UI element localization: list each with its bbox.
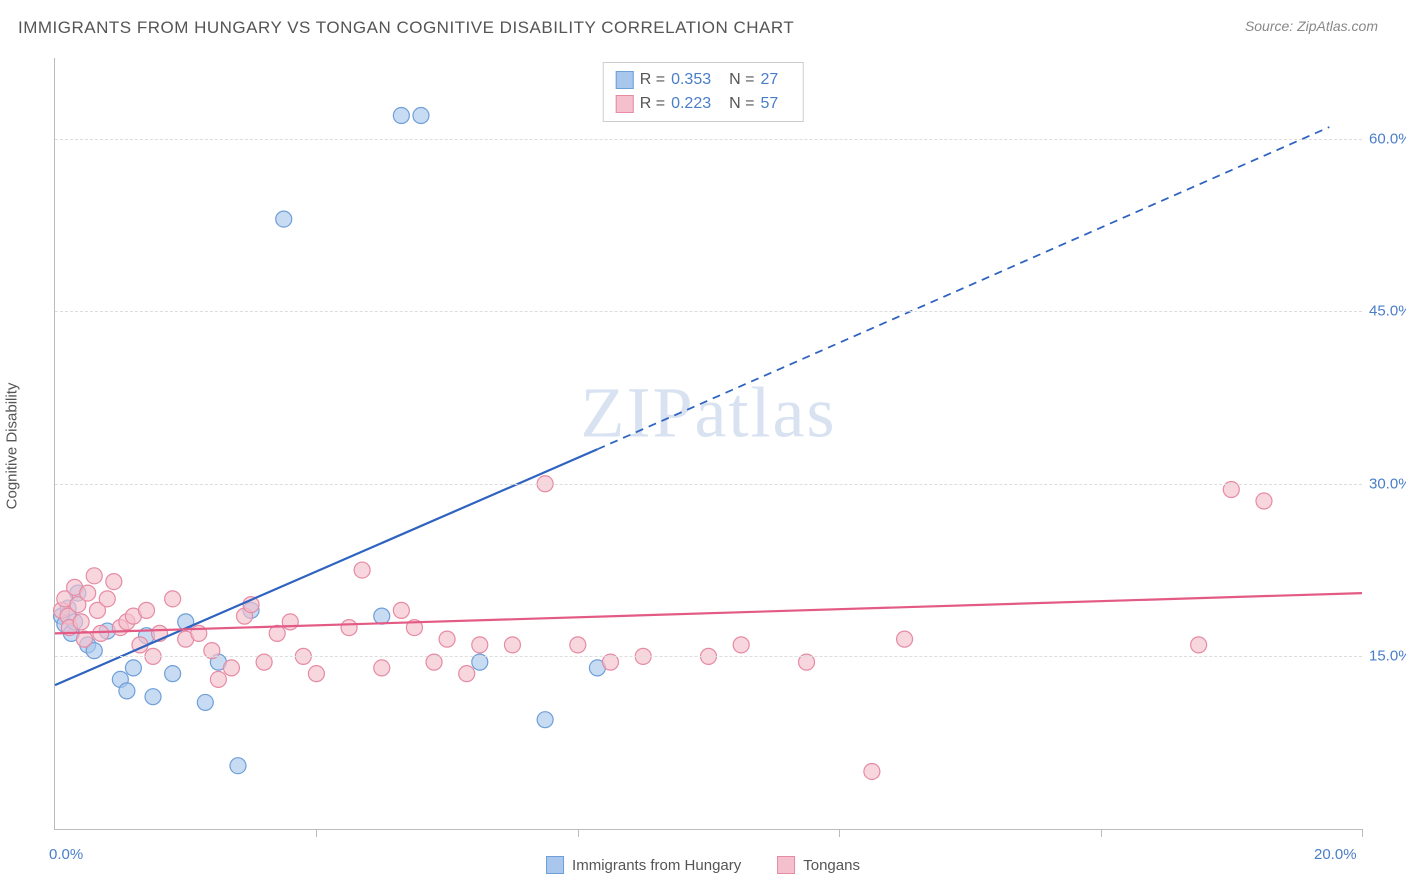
scatter-point	[413, 108, 429, 124]
legend-correlation: R = 0.353 N = 27 R = 0.223 N = 57	[603, 62, 804, 122]
scatter-point	[223, 660, 239, 676]
y-tick-label: 15.0%	[1369, 648, 1406, 665]
y-tick-label: 60.0%	[1369, 130, 1406, 147]
x-tick	[316, 829, 317, 837]
scatter-point	[210, 671, 226, 687]
grid-line	[55, 484, 1362, 485]
trend-line-extrapolated	[597, 127, 1329, 449]
scatter-point	[165, 666, 181, 682]
x-tick	[839, 829, 840, 837]
source-attribution: Source: ZipAtlas.com	[1245, 18, 1378, 34]
scatter-point	[80, 585, 96, 601]
scatter-point	[897, 631, 913, 647]
legend-row-hungary: R = 0.353 N = 27	[616, 68, 791, 92]
scatter-point	[106, 574, 122, 590]
scatter-point	[138, 602, 154, 618]
grid-line	[55, 311, 1362, 312]
scatter-point	[99, 591, 115, 607]
y-tick-label: 30.0%	[1369, 475, 1406, 492]
scatter-point	[733, 637, 749, 653]
n-value-tongan: 57	[760, 92, 778, 116]
x-tick	[1101, 829, 1102, 837]
scatter-point	[119, 683, 135, 699]
scatter-point	[354, 562, 370, 578]
legend-item-tongan: Tongans	[777, 856, 860, 874]
scatter-point	[570, 637, 586, 653]
scatter-point	[504, 637, 520, 653]
plot-area: ZIPatlas 15.0%30.0%45.0%60.0%0.0%20.0%	[54, 58, 1362, 830]
scatter-point	[374, 660, 390, 676]
r-label: R =	[640, 68, 665, 92]
scatter-point	[537, 712, 553, 728]
scatter-point	[459, 666, 475, 682]
x-tick-label: 0.0%	[49, 846, 83, 863]
scatter-point	[864, 763, 880, 779]
n-value-hungary: 27	[760, 68, 778, 92]
y-axis-label: Cognitive Disability	[4, 383, 21, 510]
legend-item-hungary: Immigrants from Hungary	[546, 856, 741, 874]
scatter-point	[1256, 493, 1272, 509]
n-label: N =	[729, 68, 754, 92]
scatter-point	[374, 608, 390, 624]
n-label: N =	[729, 92, 754, 116]
legend-row-tongan: R = 0.223 N = 57	[616, 92, 791, 116]
r-label: R =	[640, 92, 665, 116]
grid-line	[55, 139, 1362, 140]
swatch-hungary-bottom	[546, 856, 564, 874]
scatter-point	[145, 689, 161, 705]
grid-line	[55, 656, 1362, 657]
legend-label-hungary: Immigrants from Hungary	[572, 857, 741, 874]
scatter-point	[86, 568, 102, 584]
scatter-point	[230, 758, 246, 774]
scatter-point	[393, 108, 409, 124]
scatter-point	[393, 602, 409, 618]
r-value-tongan: 0.223	[671, 92, 711, 116]
r-value-hungary: 0.353	[671, 68, 711, 92]
scatter-point	[276, 211, 292, 227]
scatter-point	[282, 614, 298, 630]
legend-series: Immigrants from Hungary Tongans	[546, 856, 860, 874]
scatter-point	[308, 666, 324, 682]
scatter-point	[93, 625, 109, 641]
x-tick	[1362, 829, 1363, 837]
scatter-point	[1191, 637, 1207, 653]
scatter-point	[197, 694, 213, 710]
scatter-point	[472, 637, 488, 653]
scatter-point	[73, 614, 89, 630]
x-tick	[578, 829, 579, 837]
swatch-tongan	[616, 95, 634, 113]
swatch-tongan-bottom	[777, 856, 795, 874]
scatter-point	[125, 660, 141, 676]
scatter-point	[341, 620, 357, 636]
swatch-hungary	[616, 71, 634, 89]
x-tick-label: 20.0%	[1314, 846, 1357, 863]
scatter-point	[439, 631, 455, 647]
y-tick-label: 45.0%	[1369, 303, 1406, 320]
scatter-point	[165, 591, 181, 607]
legend-label-tongan: Tongans	[803, 857, 860, 874]
chart-title: IMMIGRANTS FROM HUNGARY VS TONGAN COGNIT…	[18, 18, 794, 38]
chart-svg	[55, 58, 1362, 829]
